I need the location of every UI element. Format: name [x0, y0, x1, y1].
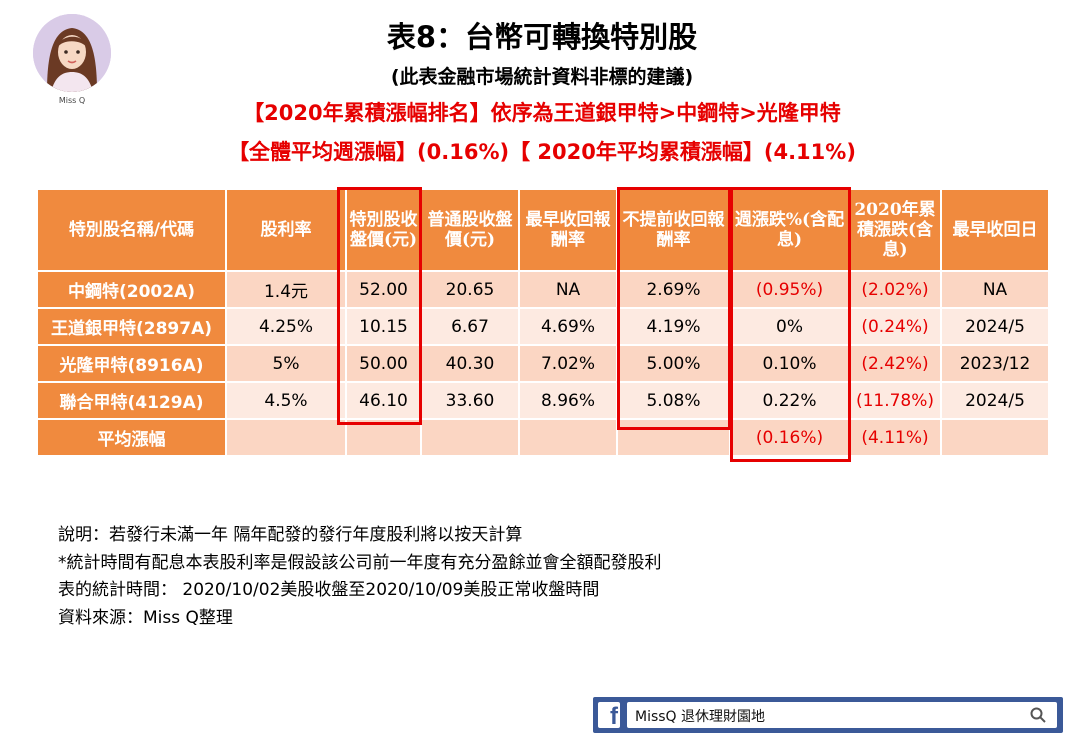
cell-common-close: 20.65: [420, 270, 520, 309]
note-line: 表的統計時間： 2020/10/02美股收盤至2020/10/09美股正常收盤時…: [58, 580, 600, 600]
cell-early-return: NA: [518, 270, 618, 309]
cell-pref-close: 46.10: [345, 381, 422, 420]
empty-cell: [940, 418, 1050, 457]
table-row: 王道銀甲特(2897A) 4.25% 10.15 6.67 4.69% 4.19…: [36, 307, 1050, 346]
cell-dividend: 4.25%: [225, 307, 347, 346]
facebook-search-input[interactable]: MissQ 退休理財園地: [627, 702, 1057, 728]
cell-hold-return: 2.69%: [616, 270, 731, 309]
row-name: 聯合甲特(4129A): [36, 381, 227, 420]
search-icon[interactable]: [1029, 706, 1047, 724]
note-line: 說明：若發行未滿一年 隔年配發的發行年度股利將以按天計算: [58, 525, 523, 545]
cell-hold-return: 5.00%: [616, 344, 731, 383]
cell-pref-close: 52.00: [345, 270, 422, 309]
cell-weekly: (0.95%): [729, 270, 850, 309]
cell-ytd: (2.02%): [848, 270, 942, 309]
cell-call-date: 2023/12: [940, 344, 1050, 383]
facebook-icon[interactable]: f: [598, 702, 620, 730]
cell-weekly: 0.10%: [729, 344, 850, 383]
avatar-caption: Miss Q: [58, 96, 86, 105]
cell-ytd: (2.42%): [848, 344, 942, 383]
row-name: 光隆甲特(8916A): [36, 344, 227, 383]
cell-ytd: (11.78%): [848, 381, 942, 420]
preferred-stock-table: 特別股名稱/代碼 股利率 特別股收盤價(元) 普通股收盤價(元) 最早收回報酬率…: [36, 188, 1050, 457]
row-name: 王道銀甲特(2897A): [36, 307, 227, 346]
note-line: *統計時間有配息本表股利率是假設該公司前一年度有充分盈餘並會全額配發股利: [58, 552, 662, 573]
row-name: 中鋼特(2002A): [36, 270, 227, 309]
cell-early-return: 8.96%: [518, 381, 618, 420]
cell-dividend: 5%: [225, 344, 347, 383]
col-header-call-date: 最早收回日: [940, 188, 1050, 272]
col-header-pref-close: 特別股收盤價(元): [345, 188, 422, 272]
empty-cell: [420, 418, 520, 457]
cell-ytd: (0.24%): [848, 307, 942, 346]
average-weekly: (0.16%): [729, 418, 850, 457]
cell-hold-return: 5.08%: [616, 381, 731, 420]
cell-call-date: 2024/5: [940, 381, 1050, 420]
facebook-search-bar: f MissQ 退休理財園地: [593, 697, 1063, 733]
cell-early-return: 4.69%: [518, 307, 618, 346]
col-header-dividend: 股利率: [225, 188, 347, 272]
col-header-weekly: 週漲跌%(含配息): [729, 188, 850, 272]
cell-call-date: 2024/5: [940, 307, 1050, 346]
cell-common-close: 33.60: [420, 381, 520, 420]
cell-dividend: 4.5%: [225, 381, 347, 420]
table-row: 聯合甲特(4129A) 4.5% 46.10 33.60 8.96% 5.08%…: [36, 381, 1050, 420]
col-header-hold-return: 不提前收回報酬率: [616, 188, 731, 272]
cell-pref-close: 10.15: [345, 307, 422, 346]
note-line: 資料來源：Miss Q整理: [58, 607, 233, 628]
page-title: 表8：台幣可轉換特別股: [386, 20, 698, 54]
author-avatar: [33, 14, 111, 92]
table-row: 光隆甲特(8916A) 5% 50.00 40.30 7.02% 5.00% 0…: [36, 344, 1050, 383]
cell-pref-close: 50.00: [345, 344, 422, 383]
empty-cell: [616, 418, 731, 457]
cell-common-close: 6.67: [420, 307, 520, 346]
empty-cell: [518, 418, 618, 457]
cell-common-close: 40.30: [420, 344, 520, 383]
table-header-row: 特別股名稱/代碼 股利率 特別股收盤價(元) 普通股收盤價(元) 最早收回報酬率…: [36, 188, 1050, 272]
empty-cell: [345, 418, 422, 457]
average-line: 【全體平均週漲幅】(0.16%)【 2020年平均累積漲幅】(4.11%): [228, 140, 856, 164]
average-ytd: (4.11%): [848, 418, 942, 457]
col-header-early-return: 最早收回報酬率: [518, 188, 618, 272]
col-header-common-close: 普通股收盤價(元): [420, 188, 520, 272]
average-label: 平均漲幅: [36, 418, 227, 457]
cell-hold-return: 4.19%: [616, 307, 731, 346]
cell-early-return: 7.02%: [518, 344, 618, 383]
empty-cell: [225, 418, 347, 457]
cell-weekly: 0.22%: [729, 381, 850, 420]
col-header-name: 特別股名稱/代碼: [36, 188, 227, 272]
notes: 說明：若發行未滿一年 隔年配發的發行年度股利將以按天計算 *統計時間有配息本表股…: [58, 522, 662, 632]
cell-call-date: NA: [940, 270, 1050, 309]
table-row: 中鋼特(2002A) 1.4元 52.00 20.65 NA 2.69% (0.…: [36, 270, 1050, 309]
facebook-search-text: MissQ 退休理財園地: [635, 709, 766, 725]
col-header-ytd: 2020年累積漲跌(含息): [848, 188, 942, 272]
page-subtitle: (此表金融市場統計資料非標的建議): [390, 66, 694, 88]
ranking-line: 【2020年累積漲幅排名】依序為王道銀甲特>中鋼特>光隆甲特: [243, 101, 841, 125]
table-row-average: 平均漲幅 (0.16%) (4.11%): [36, 418, 1050, 457]
cell-weekly: 0%: [729, 307, 850, 346]
avatar-portrait: [33, 14, 111, 92]
cell-dividend: 1.4元: [225, 270, 347, 309]
